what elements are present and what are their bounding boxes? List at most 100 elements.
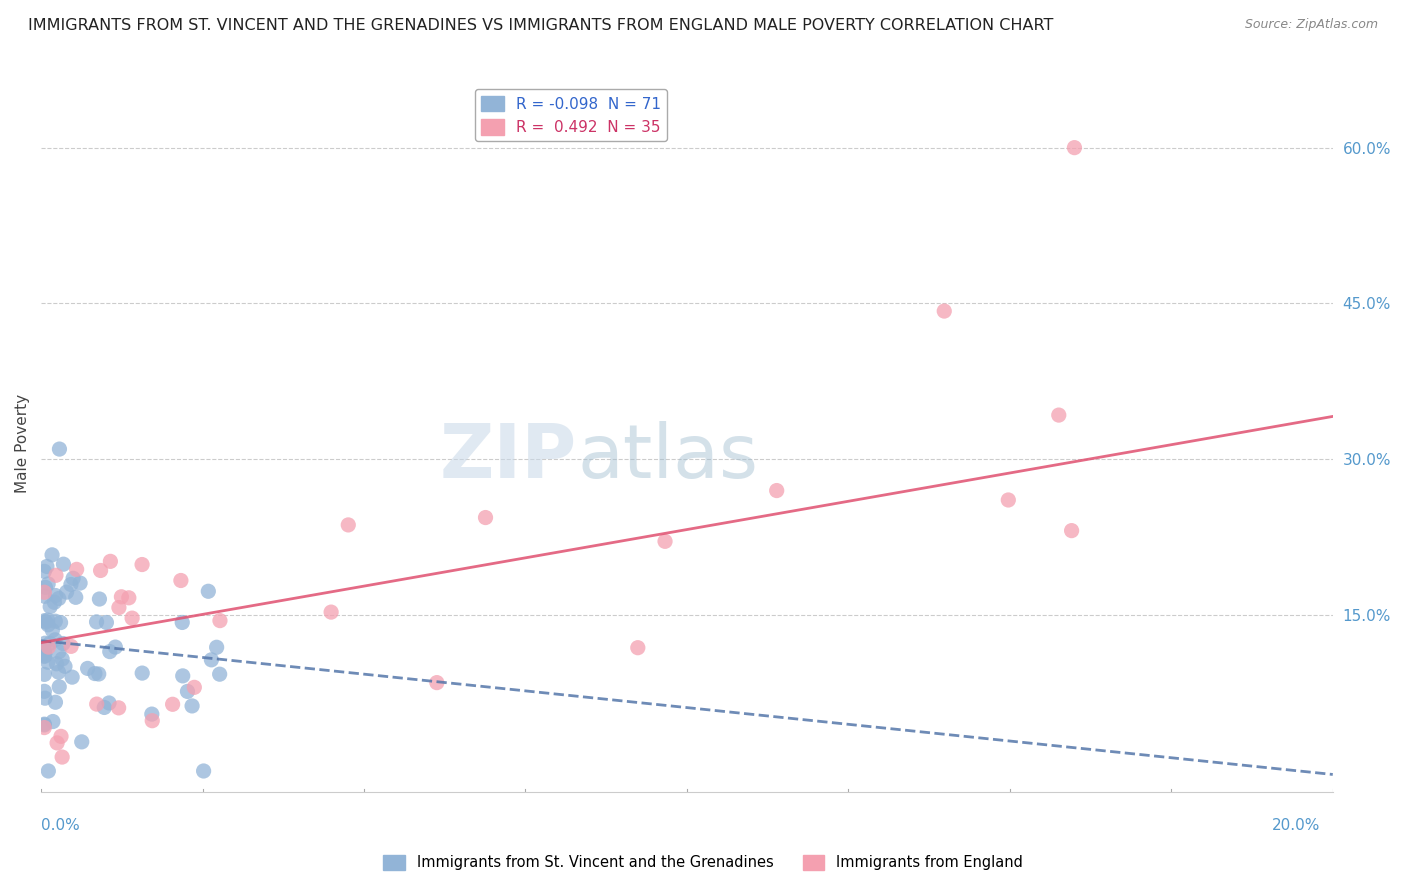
Point	[1063, 141, 1085, 155]
Point	[104, 640, 127, 654]
Point	[66, 562, 89, 576]
Point	[46, 736, 69, 750]
Point	[172, 615, 194, 630]
Point	[60, 670, 83, 684]
Point	[86, 697, 108, 711]
Point	[34, 614, 56, 628]
Point	[45, 657, 67, 671]
Point	[34, 580, 56, 594]
Point	[89, 592, 111, 607]
Point	[321, 605, 343, 619]
Point	[205, 640, 228, 655]
Point	[86, 615, 108, 629]
Point	[37, 764, 59, 778]
Point	[48, 645, 70, 659]
Point	[1060, 524, 1083, 538]
Legend: R = -0.098  N = 71, R =  0.492  N = 35: R = -0.098 N = 71, R = 0.492 N = 35	[474, 89, 666, 141]
Point	[627, 640, 650, 655]
Point	[59, 577, 82, 591]
Point	[41, 548, 63, 562]
Point	[90, 564, 112, 578]
Legend: Immigrants from St. Vincent and the Grenadines, Immigrants from England: Immigrants from St. Vincent and the Gren…	[377, 848, 1029, 876]
Point	[121, 611, 143, 625]
Point	[39, 599, 62, 614]
Point	[34, 721, 56, 735]
Point	[181, 698, 204, 713]
Point	[141, 714, 163, 728]
Point	[34, 648, 56, 663]
Point	[100, 554, 122, 568]
Point	[34, 585, 56, 599]
Point	[52, 557, 75, 571]
Point	[176, 684, 198, 698]
Point	[34, 684, 56, 698]
Point	[98, 696, 121, 710]
Point	[172, 669, 194, 683]
Text: 20.0%: 20.0%	[1271, 818, 1320, 833]
Point	[35, 559, 58, 574]
Point	[62, 571, 84, 585]
Point	[474, 510, 496, 524]
Point	[44, 614, 66, 628]
Point	[44, 695, 66, 709]
Point	[934, 304, 956, 318]
Point	[48, 442, 70, 456]
Point	[44, 595, 66, 609]
Point	[76, 661, 98, 675]
Point	[997, 493, 1019, 508]
Point	[49, 615, 72, 630]
Point	[48, 665, 70, 679]
Point	[197, 584, 219, 599]
Point	[48, 680, 70, 694]
Point	[337, 517, 360, 532]
Text: ZIP: ZIP	[440, 421, 576, 494]
Point	[53, 659, 76, 673]
Y-axis label: Male Poverty: Male Poverty	[15, 394, 30, 493]
Point	[1047, 408, 1070, 422]
Point	[37, 655, 59, 669]
Text: atlas: atlas	[576, 421, 758, 494]
Point	[49, 730, 72, 744]
Point	[131, 558, 153, 572]
Point	[51, 652, 73, 666]
Point	[34, 636, 56, 650]
Point	[654, 534, 676, 549]
Point	[34, 647, 56, 661]
Point	[98, 644, 121, 658]
Point	[93, 700, 115, 714]
Point	[34, 643, 56, 657]
Point	[765, 483, 787, 498]
Point	[131, 666, 153, 681]
Point	[52, 636, 75, 650]
Point	[45, 568, 67, 582]
Text: IMMIGRANTS FROM ST. VINCENT AND THE GRENADINES VS IMMIGRANTS FROM ENGLAND MALE P: IMMIGRANTS FROM ST. VINCENT AND THE GREN…	[28, 18, 1053, 33]
Point	[83, 666, 105, 681]
Text: 0.0%: 0.0%	[41, 818, 80, 833]
Point	[34, 718, 56, 732]
Point	[37, 617, 59, 632]
Point	[183, 681, 205, 695]
Point	[208, 667, 231, 681]
Point	[37, 613, 59, 627]
Point	[34, 590, 56, 604]
Point	[162, 698, 184, 712]
Point	[208, 614, 231, 628]
Point	[41, 624, 63, 638]
Point	[51, 750, 73, 764]
Point	[96, 615, 118, 630]
Point	[70, 735, 93, 749]
Point	[170, 574, 193, 588]
Point	[141, 707, 163, 722]
Point	[34, 649, 56, 664]
Point	[34, 717, 56, 731]
Point	[118, 591, 141, 605]
Point	[110, 590, 132, 604]
Point	[60, 640, 83, 654]
Point	[426, 675, 449, 690]
Point	[69, 576, 91, 591]
Point	[34, 565, 56, 579]
Point	[39, 636, 62, 650]
Point	[34, 667, 56, 681]
Point	[193, 764, 215, 778]
Point	[44, 632, 66, 647]
